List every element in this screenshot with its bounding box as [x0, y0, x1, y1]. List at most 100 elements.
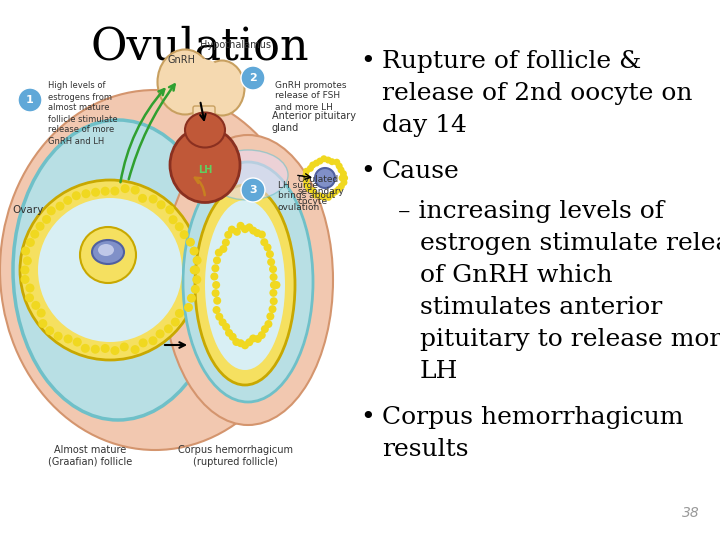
Text: release of FSH: release of FSH: [275, 91, 340, 100]
Circle shape: [191, 266, 200, 274]
Circle shape: [81, 189, 91, 198]
Circle shape: [335, 186, 342, 193]
Circle shape: [121, 184, 130, 193]
Circle shape: [101, 344, 109, 353]
Circle shape: [261, 238, 269, 246]
Circle shape: [18, 88, 42, 112]
Circle shape: [171, 318, 180, 327]
Circle shape: [328, 158, 336, 165]
Circle shape: [25, 284, 35, 293]
Circle shape: [45, 326, 54, 335]
Circle shape: [73, 338, 82, 347]
Circle shape: [305, 185, 312, 192]
Circle shape: [23, 256, 32, 265]
Circle shape: [186, 238, 195, 247]
Circle shape: [21, 246, 30, 255]
Circle shape: [233, 338, 240, 346]
Circle shape: [258, 231, 266, 239]
Circle shape: [270, 281, 278, 289]
Text: 1: 1: [26, 95, 34, 105]
Circle shape: [31, 301, 40, 310]
Circle shape: [190, 266, 199, 274]
Text: High levels of: High levels of: [48, 82, 106, 91]
Ellipse shape: [163, 135, 333, 425]
Circle shape: [192, 275, 202, 284]
Circle shape: [269, 289, 277, 297]
Ellipse shape: [195, 185, 295, 385]
Circle shape: [269, 305, 276, 313]
Circle shape: [63, 334, 73, 343]
Circle shape: [138, 194, 147, 203]
Circle shape: [307, 165, 314, 172]
Circle shape: [254, 335, 262, 343]
Circle shape: [338, 166, 345, 173]
Circle shape: [241, 225, 249, 233]
Circle shape: [220, 245, 228, 253]
Ellipse shape: [0, 90, 310, 450]
Text: cocyte: cocyte: [298, 198, 328, 206]
Text: follicle stimulate: follicle stimulate: [48, 114, 117, 124]
Circle shape: [320, 156, 328, 162]
Text: 2: 2: [249, 73, 257, 83]
Ellipse shape: [205, 200, 285, 370]
Circle shape: [213, 296, 221, 305]
Text: gland: gland: [272, 123, 300, 133]
Circle shape: [341, 179, 348, 186]
Circle shape: [302, 177, 310, 184]
Circle shape: [316, 192, 323, 199]
Circle shape: [237, 222, 245, 230]
Circle shape: [191, 285, 199, 294]
Circle shape: [91, 188, 100, 197]
Circle shape: [313, 160, 320, 166]
Text: Almost mature: Almost mature: [54, 445, 126, 455]
Circle shape: [269, 265, 277, 273]
Text: Ovulation: Ovulation: [91, 25, 310, 68]
Circle shape: [164, 325, 173, 333]
Circle shape: [25, 293, 34, 302]
Text: Anterior pituitary: Anterior pituitary: [272, 111, 356, 121]
Ellipse shape: [181, 59, 225, 109]
Circle shape: [241, 66, 265, 90]
Text: results: results: [382, 438, 469, 461]
Circle shape: [228, 226, 236, 234]
Circle shape: [72, 191, 81, 200]
Circle shape: [338, 174, 346, 181]
Circle shape: [332, 188, 339, 195]
Circle shape: [130, 345, 140, 354]
Circle shape: [253, 229, 261, 237]
Ellipse shape: [13, 120, 223, 420]
Text: Ovary: Ovary: [12, 205, 43, 215]
Circle shape: [266, 312, 274, 320]
Text: Hypothalamus: Hypothalamus: [200, 40, 271, 50]
Ellipse shape: [92, 240, 124, 264]
Circle shape: [249, 227, 257, 234]
Ellipse shape: [185, 112, 225, 147]
Text: 3: 3: [249, 185, 257, 195]
Text: Rupture of follicle &: Rupture of follicle &: [382, 50, 642, 73]
Circle shape: [110, 346, 120, 355]
Circle shape: [166, 205, 174, 214]
Text: Corpus hemorrhagicum: Corpus hemorrhagicum: [178, 445, 292, 455]
Circle shape: [316, 158, 323, 165]
Text: Corpus hemorrhagicum: Corpus hemorrhagicum: [382, 406, 683, 429]
Circle shape: [91, 345, 100, 354]
Text: – increasing levels of: – increasing levels of: [398, 200, 664, 223]
Circle shape: [213, 256, 221, 265]
Circle shape: [325, 194, 332, 201]
Ellipse shape: [170, 127, 240, 202]
Circle shape: [333, 159, 341, 166]
Circle shape: [175, 309, 184, 318]
Text: GnRH: GnRH: [168, 55, 196, 65]
Circle shape: [21, 275, 30, 284]
Text: (ruptured follicle): (ruptured follicle): [192, 457, 277, 467]
Circle shape: [246, 224, 253, 231]
Circle shape: [110, 186, 120, 195]
Circle shape: [157, 200, 166, 210]
Ellipse shape: [158, 50, 212, 114]
Circle shape: [30, 230, 40, 239]
Circle shape: [53, 332, 63, 341]
Circle shape: [338, 183, 345, 190]
Text: LH: LH: [420, 360, 459, 383]
Text: of GnRH which: of GnRH which: [420, 264, 613, 287]
Text: brings about: brings about: [278, 192, 336, 200]
